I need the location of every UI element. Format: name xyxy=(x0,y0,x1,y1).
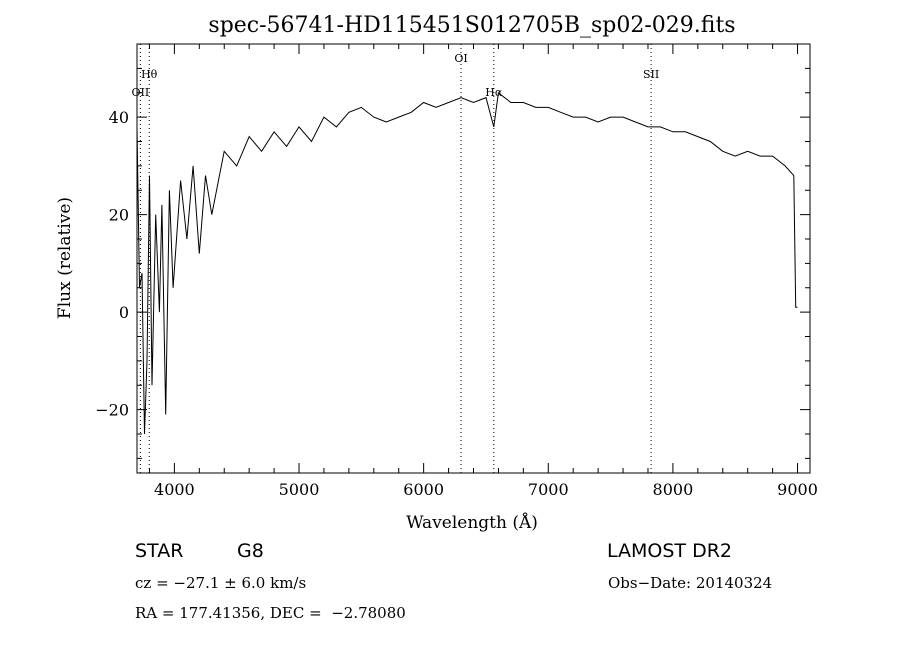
redshift-text: cz = −27.1 ± 6.0 km/s xyxy=(135,574,307,592)
x-axis-label: Wavelength (Å) xyxy=(406,512,538,533)
survey-label: LAMOST DR2 xyxy=(607,540,732,562)
x-tick-label: 8000 xyxy=(653,480,694,499)
axis-tick-labels: 4000 5000 6000 7000 8000 9000 −20 0 20 40 xyxy=(95,108,818,499)
object-class-label: STAR xyxy=(135,540,184,562)
x-tick-label: 5000 xyxy=(279,480,320,499)
coordinates-text: RA = 177.41356, DEC = −2.78080 xyxy=(135,604,406,622)
plot-frame xyxy=(136,43,811,474)
y-tick-label: 40 xyxy=(109,108,129,127)
line-marker-label: Hα xyxy=(485,86,503,99)
y-axis-label: Flux (relative) xyxy=(55,197,75,319)
x-tick-label: 6000 xyxy=(403,480,444,499)
spectrum-line xyxy=(136,91,798,435)
axis-ticks xyxy=(137,43,810,473)
y-tick-label: 20 xyxy=(109,206,129,225)
x-tick-label: 9000 xyxy=(777,480,818,499)
y-tick-label: 0 xyxy=(119,303,129,322)
line-marker-label: OI xyxy=(454,52,467,65)
x-tick-label: 7000 xyxy=(528,480,569,499)
obs-date-text: Obs−Date: 20140324 xyxy=(608,574,773,592)
x-tick-label: 4000 xyxy=(154,480,195,499)
line-marker-label: SII xyxy=(643,68,659,81)
y-tick-label: −20 xyxy=(95,401,129,420)
chart-title: spec-56741-HD115451S012705B_sp02-029.fit… xyxy=(208,13,735,38)
object-subclass-label: G8 xyxy=(237,540,264,562)
line-marker-label: Hθ xyxy=(141,68,158,81)
